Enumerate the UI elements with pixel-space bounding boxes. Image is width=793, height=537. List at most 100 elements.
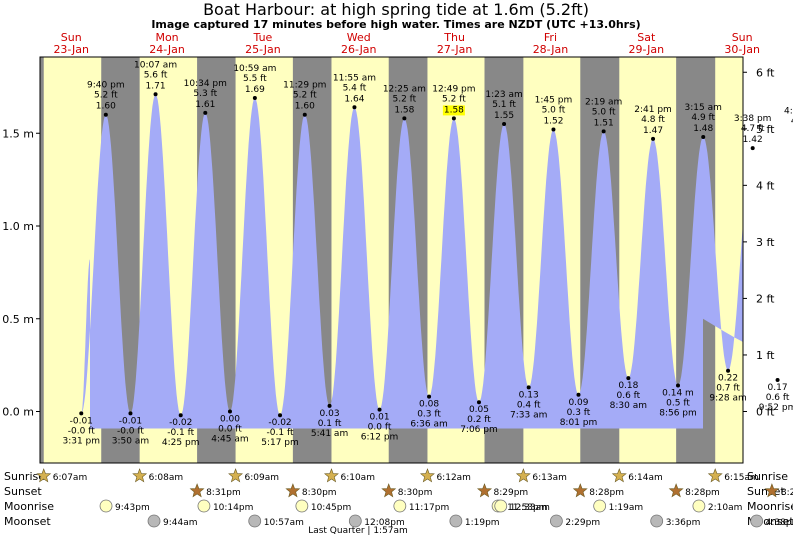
tide-feet-label: 5.4 ft: [343, 83, 367, 93]
tide-time-label: 6:36 am: [410, 420, 447, 430]
tide-metres-label: 0.08: [419, 400, 439, 410]
tide-point: [178, 413, 183, 418]
tide-point: [427, 394, 432, 399]
tide-metres-label: 1.71: [146, 81, 166, 91]
sunset-time: 8:28pm: [685, 488, 720, 498]
tide-time-label: 1:23 am: [485, 90, 522, 100]
tide-time-label: 3:15 am: [685, 103, 722, 113]
tide-time-label: 3:31 pm: [62, 436, 100, 446]
day-weekday: Sun: [61, 31, 82, 44]
moonset-icon: [750, 514, 764, 528]
tide-point: [79, 411, 84, 416]
tide-metres-label: -0.02: [169, 418, 192, 428]
tide-point: [726, 368, 731, 373]
day-date: 28-Jan: [533, 43, 569, 56]
sunrise-time: 6:12am: [436, 473, 471, 483]
daylight-band: [715, 57, 743, 463]
moonset-time: 9:44am: [163, 518, 198, 528]
tide-time-label: 5:41 am: [311, 429, 348, 439]
tide-point: [377, 407, 382, 412]
moonrise-icon: [99, 499, 113, 513]
tide-water-area: [81, 94, 743, 429]
tide-time-label: 10:34 pm: [184, 79, 227, 89]
tide-point: [626, 376, 631, 381]
tide-time-label: 7:06 pm: [460, 425, 498, 435]
tide-point: [701, 134, 706, 139]
tide-point: [203, 110, 208, 115]
tide-time-label: 8:01 pm: [560, 418, 598, 428]
tide-metres-label: 1.69: [245, 85, 265, 95]
tide-point: [103, 112, 108, 117]
tide-metres-label: 1.47: [643, 126, 663, 136]
tide-metres-label: 1.52: [543, 117, 563, 127]
sunrise-label-left: Sunrise: [4, 470, 45, 483]
sunset-time: 8:30pm: [398, 488, 433, 498]
tide-point: [153, 92, 158, 97]
tide-point: [502, 121, 507, 126]
tide-point: [676, 383, 681, 388]
sunrise-icon: [707, 468, 723, 483]
tide-time-label: 11:29 pm: [283, 81, 326, 91]
tide-metres-label: 0.22: [718, 374, 738, 384]
axes: 1.5 m 1.0 m 0.5 m 0.0 m 6 ft 5 ft 4 ft 3 ft 2 ft…: [2, 56, 775, 464]
moonrise-time: 2:10am: [708, 503, 743, 513]
moon-phase-label: Last Quarter | 1:57am: [308, 526, 408, 536]
tide-feet-label: 0.3 ft: [417, 410, 441, 420]
tide-metres-label: 0.14 m: [662, 389, 694, 399]
day-date: 25-Jan: [245, 43, 281, 56]
moonset-time: 3:36pm: [666, 518, 701, 528]
tide-metres-label: 1.58: [394, 105, 414, 115]
tide-metres-label: 0.00: [220, 415, 240, 425]
tide-time-label: 6:12 pm: [361, 433, 399, 443]
sunrise-time: 6:07am: [53, 473, 88, 483]
tide-time-label: 1:45 pm: [535, 96, 573, 106]
tide-metres-label: 1.60: [295, 102, 315, 112]
moonrise-time: 10:45pm: [311, 503, 351, 513]
tide-feet-label: 0.6 ft: [766, 393, 790, 403]
tide-metres-label: 1.58: [444, 105, 464, 115]
tide-feet-label: 0.0 ft: [368, 423, 392, 433]
tide-metres-label: -0.01: [119, 416, 142, 426]
tide-feet-label: -0.1 ft: [267, 428, 294, 438]
sunrise-time: 6:09am: [245, 473, 280, 483]
sunrise-icon: [228, 468, 244, 483]
tide-feet-label: 0.7 ft: [716, 384, 740, 394]
sunrise-icon: [611, 468, 627, 483]
sunset-label-right: Sunset: [747, 485, 785, 498]
tide-point: [601, 129, 606, 134]
sunrise-icon: [515, 468, 531, 483]
tide-metres-label: 1.55: [494, 111, 514, 121]
day-weekday: Sat: [637, 31, 656, 44]
tide-feet-label: 4.9 ft: [691, 113, 715, 123]
tide-feet-label: 4.8 ft: [641, 115, 665, 125]
day-weekday: Wed: [347, 31, 371, 44]
tide-points: -0.01-0.0 ft3:31 pm9:40 pm5.2 ft1.60-0.0…: [62, 60, 793, 448]
tide-point: [402, 116, 407, 121]
tide-time-label: 3:38 pm: [734, 114, 772, 124]
sunset-icon: [189, 483, 205, 498]
moonrise-time: 10:14pm: [213, 503, 253, 513]
tide-time-label: 8:30 am: [610, 401, 647, 411]
day-weekday: Mon: [155, 31, 178, 44]
tide-feet-label: 4.7 ft: [741, 124, 765, 134]
tide-point: [252, 96, 257, 101]
moonrise-icon: [197, 499, 211, 513]
moonrise-icon: [593, 499, 607, 513]
tide-feet-label: 0.5 ft: [666, 399, 690, 409]
sunset-time: 8:27pm: [781, 488, 793, 498]
tide-feet-label: 5.2 ft: [94, 91, 118, 101]
sunset-icon: [572, 483, 588, 498]
left-tick-label: 1.5 m: [2, 127, 34, 140]
tide-time-label: 2:19 am: [585, 97, 622, 107]
sunrise-time: 6:14am: [628, 473, 663, 483]
left-tick-label: 1.0 m: [2, 220, 34, 233]
tide-metres-label: 1.42: [743, 135, 763, 145]
moonset-label-left: Moonset: [4, 515, 51, 528]
moonrise-icon: [393, 499, 407, 513]
day-weekday: Thu: [443, 31, 465, 44]
tide-metres-label: 1.60: [96, 102, 116, 112]
tide-point: [576, 392, 581, 397]
tide-time-label: 9:40 pm: [87, 81, 125, 91]
tide-feet-label: 5.5 ft: [243, 74, 267, 84]
sunrise-icon: [132, 468, 148, 483]
